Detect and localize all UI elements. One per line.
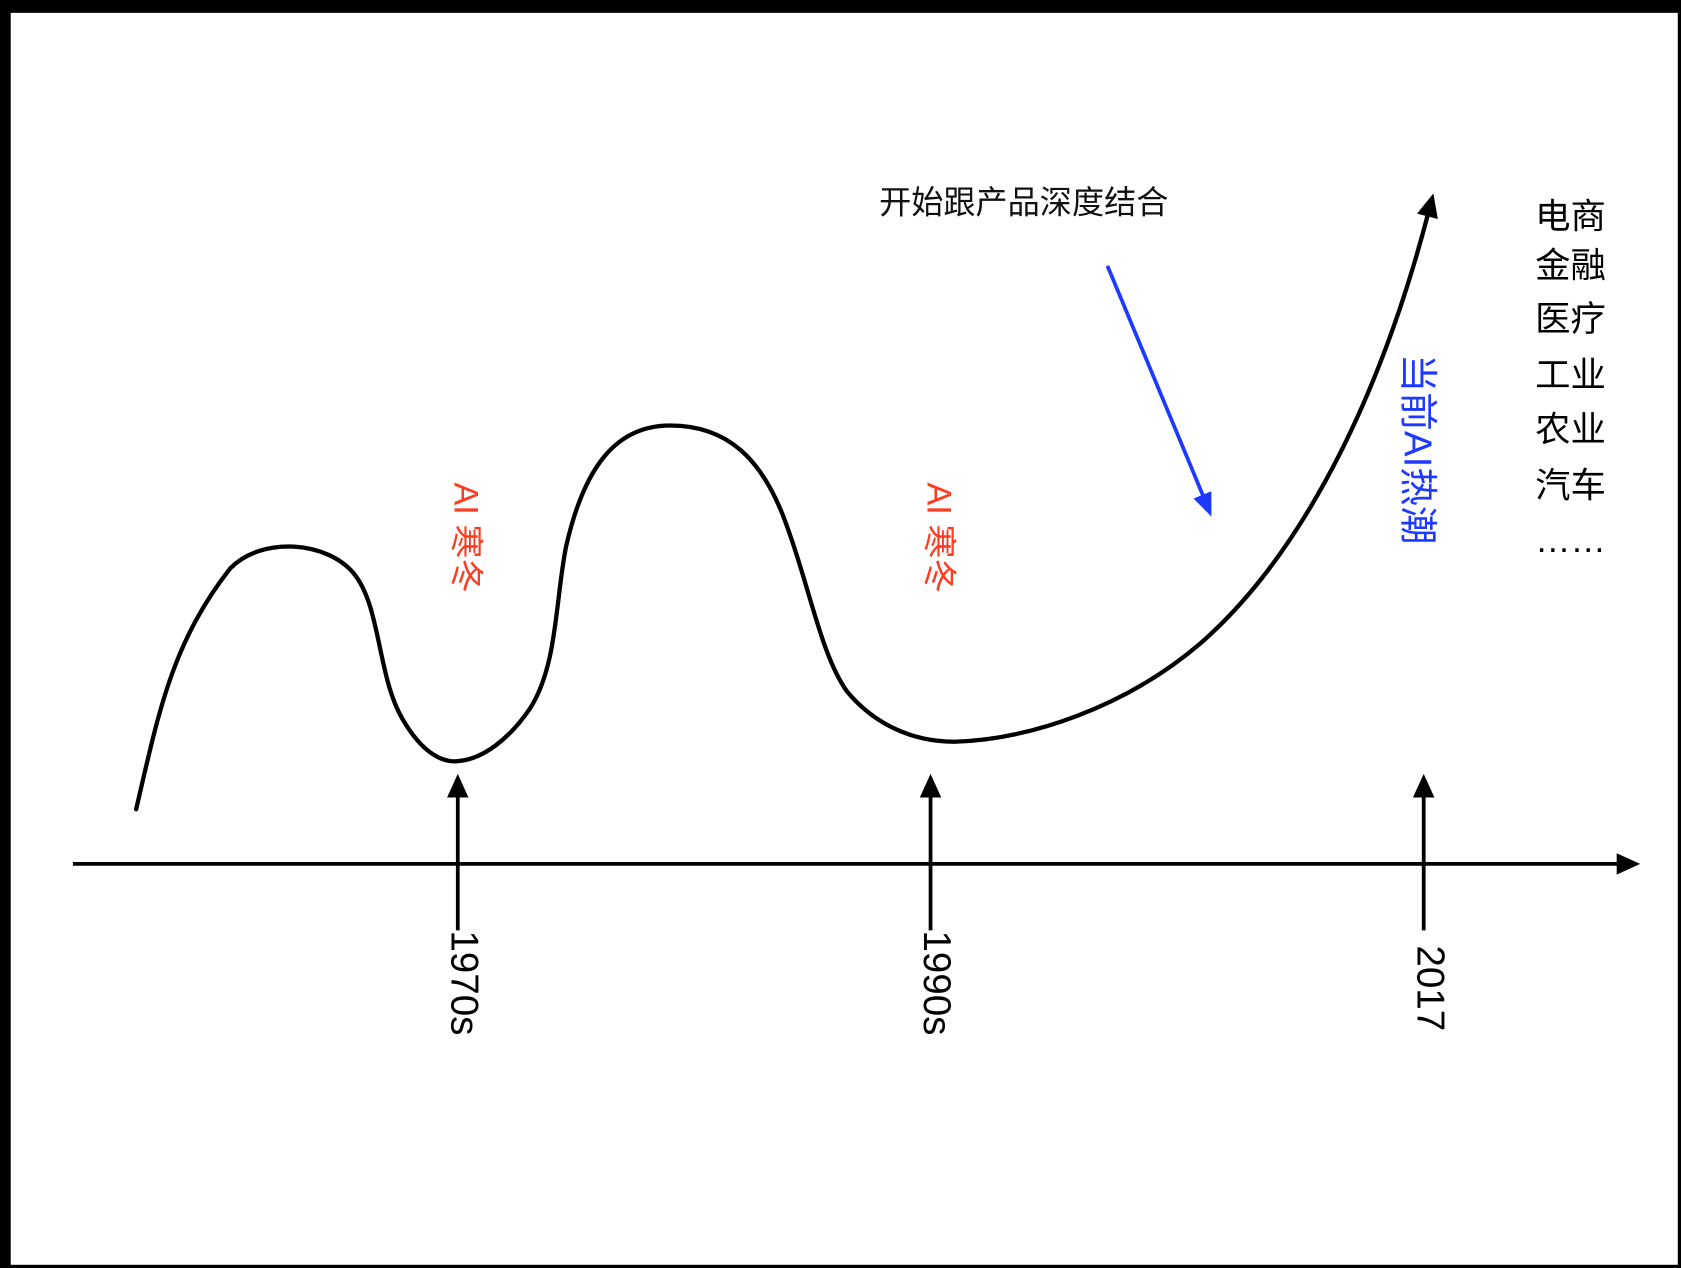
annotation-arrow — [1105, 265, 1212, 517]
milestone-year-label: 1970s — [442, 930, 485, 1035]
industry-list: 电商 金融 医疗 工业 农业 汽车 …… — [1535, 197, 1606, 560]
ai-wave-curve — [134, 193, 1438, 812]
milestone-2017: 2017 — [1408, 773, 1451, 1031]
annotation-arrow-line — [1105, 265, 1205, 496]
ai-winter-label-1970s: AI 寒冬 — [447, 482, 485, 593]
ai-wave-arrowhead — [1417, 193, 1438, 219]
canvas-background — [10, 12, 1678, 1265]
annotation-arrowhead — [1193, 491, 1212, 517]
industry-item: 农业 — [1535, 411, 1606, 450]
milestone-arrowhead — [447, 773, 469, 798]
milestone-arrowhead — [1412, 773, 1435, 798]
milestone-1990s: 1990s — [915, 773, 958, 1035]
ai-wave-path — [134, 207, 1432, 812]
industry-item: 汽车 — [1535, 466, 1606, 505]
milestone-1970s: 1970s — [442, 773, 485, 1035]
industry-item-ellipsis: …… — [1535, 521, 1606, 560]
milestone-arrowhead — [919, 773, 942, 798]
industry-item: 工业 — [1535, 356, 1606, 395]
product-integration-annotation: 开始跟产品深度结合 — [879, 184, 1168, 220]
timeline-axis-arrowhead — [1616, 853, 1641, 875]
timeline-axis — [72, 853, 1641, 875]
industry-item: 金融 — [1535, 247, 1606, 286]
milestone-year-label: 1990s — [915, 930, 958, 1035]
milestone-year-label: 2017 — [1408, 945, 1451, 1031]
industry-item: 医疗 — [1535, 300, 1606, 339]
industry-item: 电商 — [1535, 197, 1606, 236]
ai-winter-label-1990s: AI 寒冬 — [919, 482, 957, 593]
current-ai-wave-label: 当前AI热潮 — [1395, 354, 1438, 545]
